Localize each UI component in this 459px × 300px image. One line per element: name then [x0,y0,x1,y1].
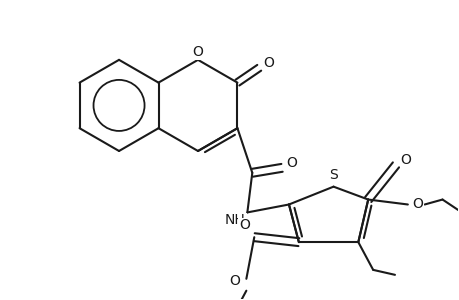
Text: O: O [411,197,422,212]
Text: O: O [192,45,203,59]
Text: O: O [400,153,410,167]
Text: S: S [329,168,337,182]
Text: O: O [286,156,297,170]
Text: O: O [263,56,274,70]
Text: O: O [238,218,249,232]
Text: NH: NH [224,213,245,227]
Text: O: O [229,274,240,288]
